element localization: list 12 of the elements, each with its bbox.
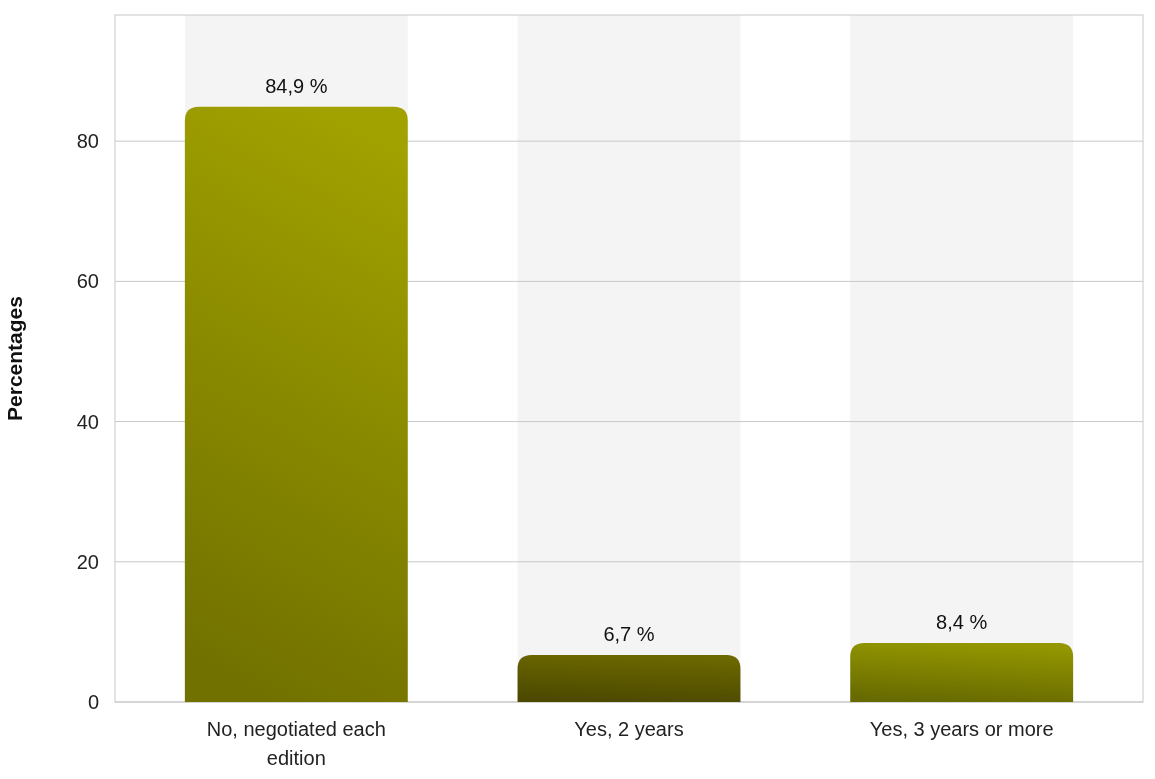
y-tick-label: 20 xyxy=(76,550,99,573)
data-label: 84,9 % xyxy=(265,74,328,97)
y-tick-label: 0 xyxy=(87,691,99,713)
x-tick-label: No, negotiated each edition xyxy=(206,718,386,769)
y-tick-label: 60 xyxy=(76,270,99,293)
y-axis-title: Percentages xyxy=(3,296,26,421)
x-tick-label: Yes, 3 years or more xyxy=(869,718,1054,740)
x-tick-label: Yes, 2 years xyxy=(574,718,684,740)
data-label: 6,7 % xyxy=(603,623,655,646)
y-tick-label: 40 xyxy=(76,410,99,433)
y-tick-label: 80 xyxy=(76,130,99,153)
data-label: 8,4 % xyxy=(936,611,988,634)
